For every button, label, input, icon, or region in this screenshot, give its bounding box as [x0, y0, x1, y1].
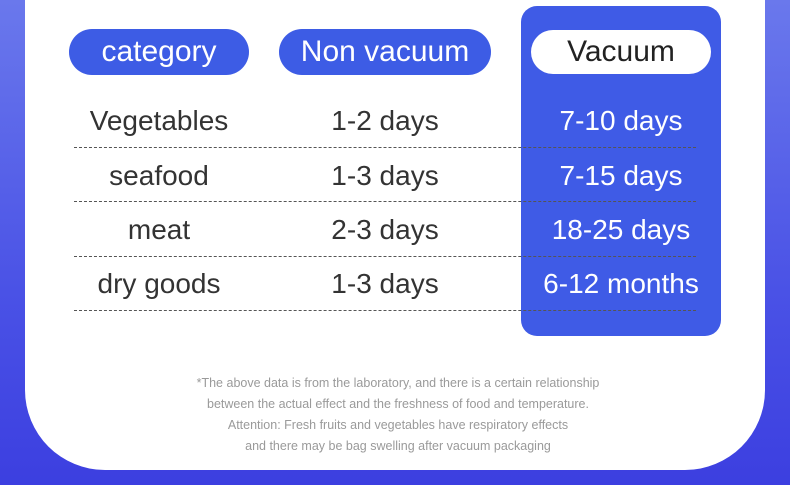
table-cell: 7-15 days	[559, 160, 683, 191]
table-cell: 18-25 days	[551, 214, 691, 245]
row-divider	[74, 201, 696, 202]
table-cell: seafood	[109, 160, 209, 191]
footnote-line: Attention: Fresh fruits and vegetables h…	[227, 418, 569, 432]
table-cell: 1-3 days	[331, 268, 439, 299]
footnote-line: between the actual effect and the freshn…	[207, 397, 589, 411]
table-cell: dry goods	[97, 268, 221, 299]
table-cell: 1-2 days	[331, 105, 439, 136]
table-cell: 7-10 days	[559, 105, 683, 136]
footnote-line: *The above data is from the laboratory, …	[196, 376, 600, 390]
table-cell: Vegetables	[89, 105, 229, 136]
row-divider	[74, 310, 696, 311]
header-cell: category	[69, 29, 249, 75]
header-cell: Vacuum	[531, 30, 711, 74]
table-cell: 1-3 days	[331, 160, 439, 191]
table-cell: 2-3 days	[331, 214, 439, 245]
table-cell: meat	[127, 214, 191, 245]
row-divider	[74, 147, 696, 148]
footnote-line: and there may be bag swelling after vacu…	[245, 439, 551, 453]
row-divider	[74, 256, 696, 257]
table-cell: 6-12 months	[543, 268, 699, 299]
header-cell: Non vacuum	[279, 29, 491, 75]
